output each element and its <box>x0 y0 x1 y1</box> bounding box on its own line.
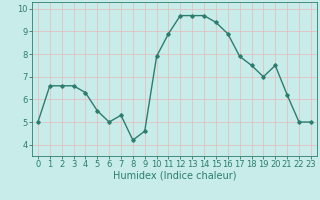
X-axis label: Humidex (Indice chaleur): Humidex (Indice chaleur) <box>113 171 236 181</box>
